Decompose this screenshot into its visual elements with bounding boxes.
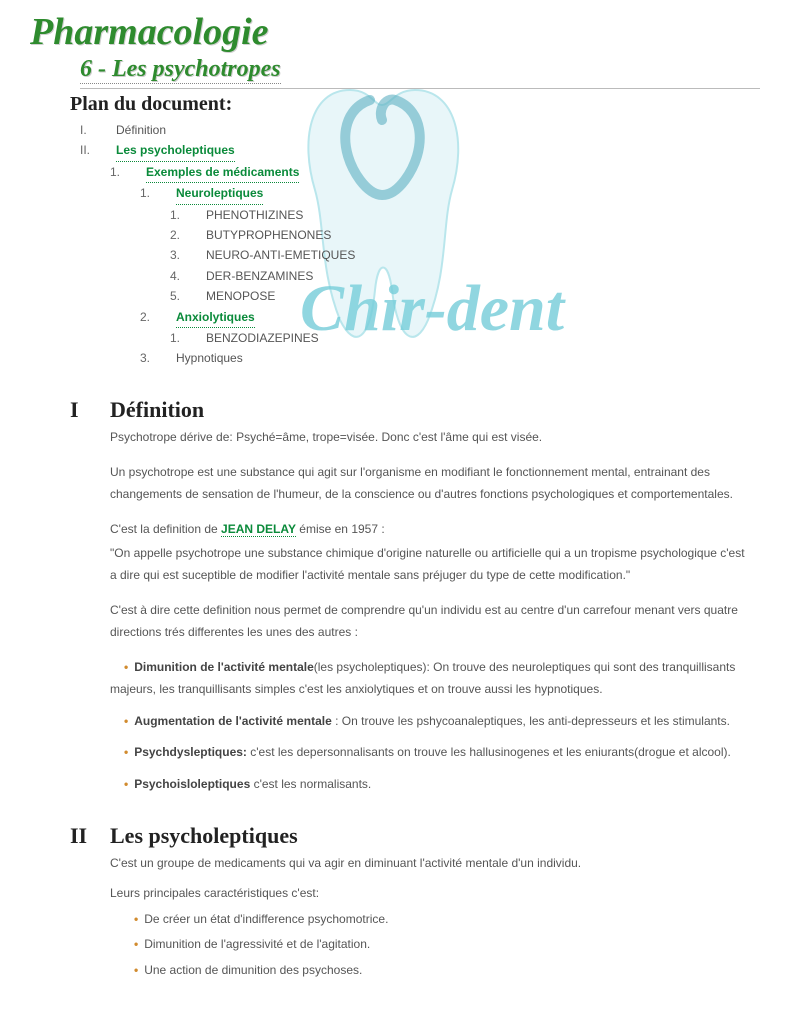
bullet-rest: : On trouve les pshycoanaleptiques, les … xyxy=(332,714,730,728)
bullet-rest: c'est les depersonnalisants on trouve le… xyxy=(247,745,731,759)
toc-link[interactable]: Exemples de médicaments xyxy=(146,162,299,183)
section-2-heading: II Les psycholeptiques xyxy=(70,823,780,849)
bullet-icon: • xyxy=(134,912,138,926)
characteristic-item: • De créer un état d'indifference psychom… xyxy=(120,909,750,931)
toc-num: 3. xyxy=(140,348,158,368)
s1-p3b: émise en 1957 : xyxy=(296,522,385,536)
toc-row: 2. Anxiolytiques xyxy=(140,307,780,328)
s1-p5: C'est à dire cette definition nous perme… xyxy=(110,600,750,643)
definition-bullet: • Augmentation de l'activité mentale : On… xyxy=(110,711,750,733)
toc-label: PHENOTHIZINES xyxy=(206,205,303,225)
toc-label: DER-BENZAMINES xyxy=(206,266,313,286)
toc-label: BUTYPROPHENONES xyxy=(206,225,331,245)
toc-row: 5. MENOPOSE xyxy=(170,286,780,306)
characteristic-item: • Dimunition de l'agressivité et de l'agi… xyxy=(120,934,750,956)
bullet-lead: Augmentation de l'activité mentale xyxy=(134,714,332,728)
toc-num: II. xyxy=(80,140,98,161)
definition-bullet: • Psychoisloleptiques c'est les normalisa… xyxy=(110,774,750,796)
s1-p1: Psychotrope dérive de: Psyché=âme, trope… xyxy=(110,427,750,449)
toc-link[interactable]: Les psycholeptiques xyxy=(116,140,235,161)
toc-num: 5. xyxy=(170,286,188,306)
toc-row: 4. DER-BENZAMINES xyxy=(170,266,780,286)
toc-link[interactable]: Anxiolytiques xyxy=(176,307,255,328)
plan-heading: Plan du document: xyxy=(70,93,780,116)
bullet-icon: • xyxy=(124,660,128,674)
toc-label: Hypnotiques xyxy=(176,348,243,368)
toc-label: NEURO-ANTI-EMETIQUES xyxy=(206,245,355,265)
definition-bullet: •Dimunition de l'activité mentale(les ps… xyxy=(110,657,750,700)
page-subtitle: 6 - Les psychotropes xyxy=(80,56,281,84)
toc-label: Définition xyxy=(116,120,166,140)
section-1-roman: I xyxy=(70,397,92,423)
bullet-icon: • xyxy=(134,963,138,977)
s1-p2: Un psychotrope est une substance qui agi… xyxy=(110,462,750,505)
toc-label: MENOPOSE xyxy=(206,286,275,306)
toc-row: 1. Exemples de médicaments xyxy=(110,162,780,183)
toc-num: 2. xyxy=(170,225,188,245)
section-1-heading: I Définition xyxy=(70,397,780,423)
bullet-lead: Psychoisloleptiques xyxy=(134,777,250,791)
s1-p3: C'est la definition de JEAN DELAY émise … xyxy=(110,519,750,541)
item-text: De créer un état d'indifference psychomo… xyxy=(144,912,388,926)
s2-p1: C'est un groupe de medicaments qui va ag… xyxy=(110,853,750,875)
item-text: Dimunition de l'agressivité et de l'agit… xyxy=(144,937,370,951)
title-underline xyxy=(80,88,760,89)
section-2-roman: II xyxy=(70,823,92,849)
toc-num: 1. xyxy=(110,162,128,183)
toc-row: I. Définition xyxy=(80,120,780,140)
s1-p4: "On appelle psychotrope une substance ch… xyxy=(110,543,750,586)
toc-num: 1. xyxy=(170,205,188,225)
toc-row: II. Les psycholeptiques xyxy=(80,140,780,161)
section-1-title: Définition xyxy=(110,397,204,423)
section-2-title: Les psycholeptiques xyxy=(110,823,298,849)
toc-num: I. xyxy=(80,120,98,140)
toc-num: 4. xyxy=(170,266,188,286)
toc-row: 1. BENZODIAZEPINES xyxy=(170,328,780,348)
toc-num: 1. xyxy=(170,328,188,348)
toc-num: 3. xyxy=(170,245,188,265)
toc-row: 1. PHENOTHIZINES xyxy=(170,205,780,225)
bullet-icon: • xyxy=(134,937,138,951)
toc-row: 3. NEURO-ANTI-EMETIQUES xyxy=(170,245,780,265)
toc-row: 3. Hypnotiques xyxy=(140,348,780,368)
bullet-icon: • xyxy=(124,714,128,728)
toc-link[interactable]: Neuroleptiques xyxy=(176,183,263,204)
page-main-title: Pharmacologie xyxy=(30,10,780,54)
table-of-contents: I.DéfinitionII.Les psycholeptiques1.Exem… xyxy=(80,120,780,369)
s2-p2: Leurs principales caractéristiques c'est… xyxy=(110,883,750,905)
item-text: Une action de dimunition des psychoses. xyxy=(144,963,362,977)
bullet-icon: • xyxy=(124,745,128,759)
jean-delay-link[interactable]: JEAN DELAY xyxy=(221,522,296,537)
bullet-lead: Psychdysleptiques: xyxy=(134,745,247,759)
toc-num: 2. xyxy=(140,307,158,328)
bullet-rest: c'est les normalisants. xyxy=(250,777,371,791)
s1-p3a: C'est la definition de xyxy=(110,522,221,536)
bullet-lead: Dimunition de l'activité mentale xyxy=(134,660,314,674)
toc-row: 2. BUTYPROPHENONES xyxy=(170,225,780,245)
toc-num: 1. xyxy=(140,183,158,204)
toc-label: BENZODIAZEPINES xyxy=(206,328,319,348)
toc-row: 1. Neuroleptiques xyxy=(140,183,780,204)
bullet-icon: • xyxy=(124,777,128,791)
definition-bullet: • Psychdysleptiques: c'est les depersonna… xyxy=(110,742,750,764)
